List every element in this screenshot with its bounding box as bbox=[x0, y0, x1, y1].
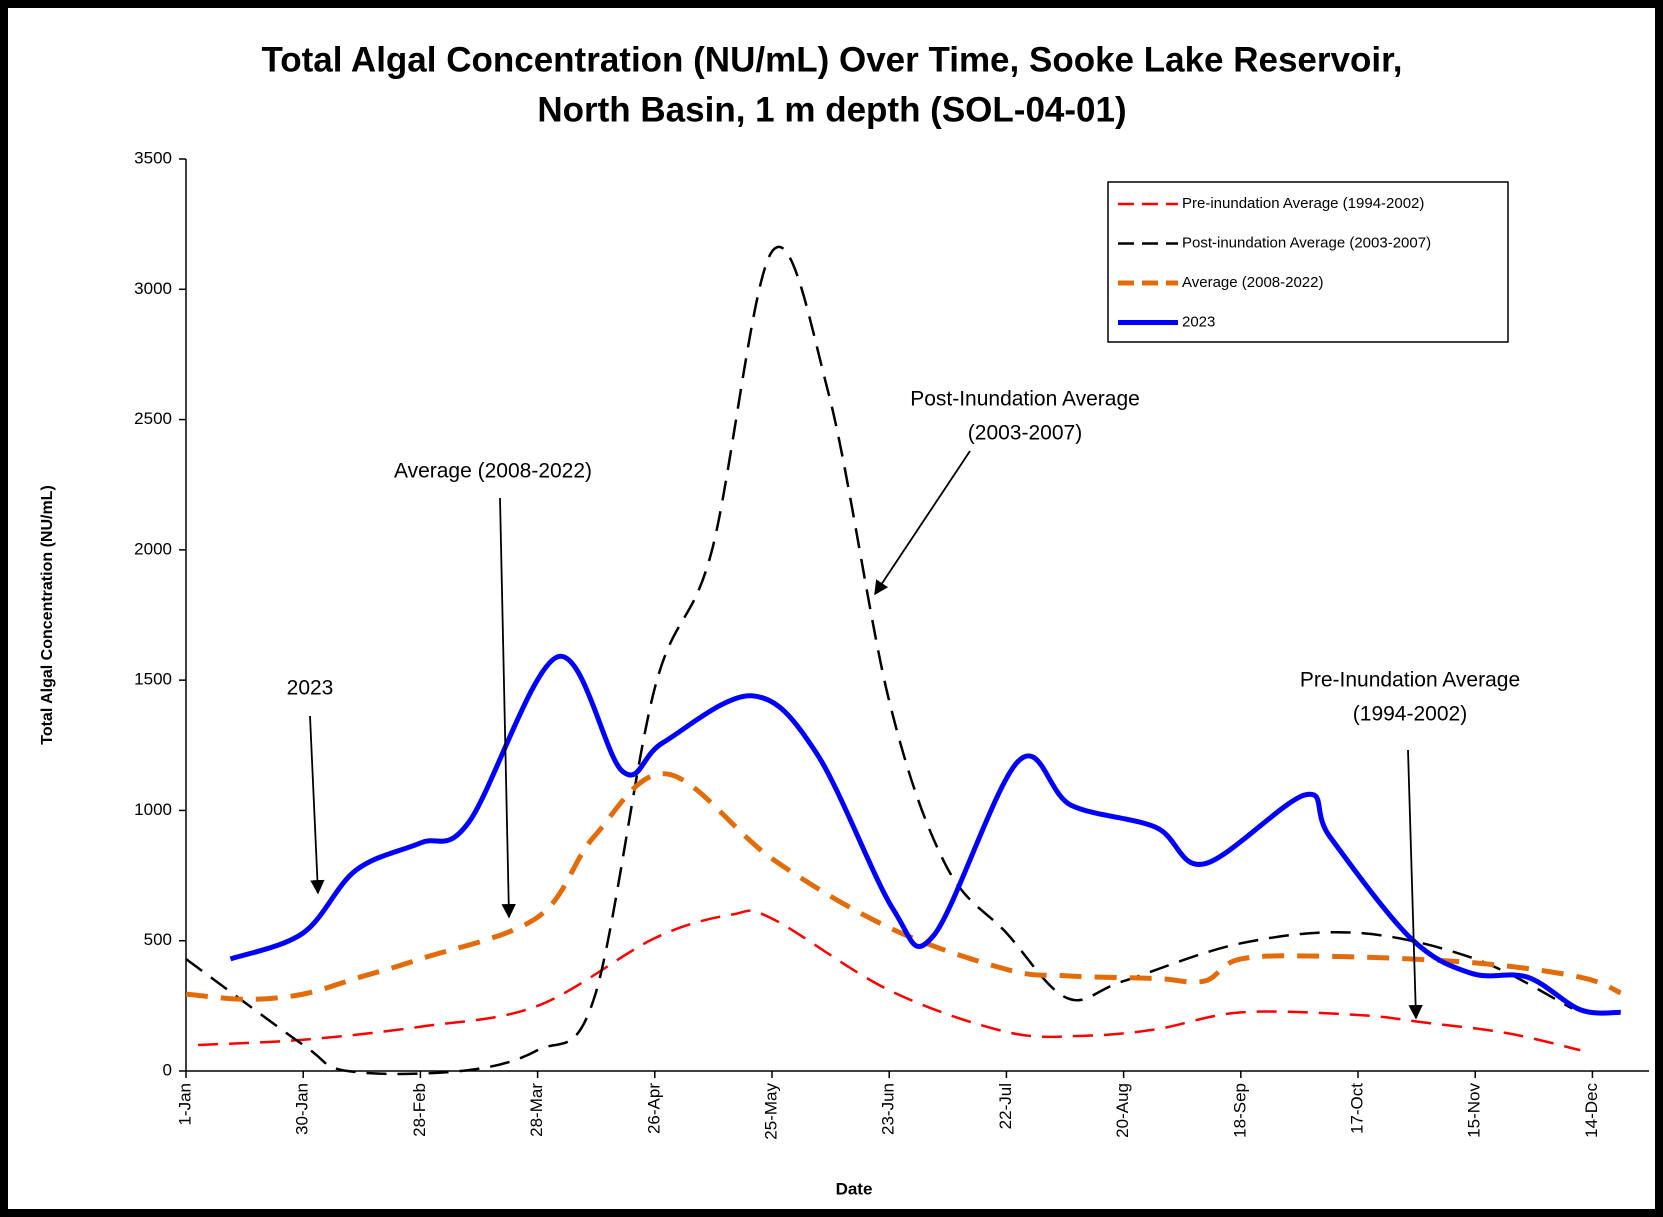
x-tick-label: 1-Jan bbox=[175, 1083, 194, 1126]
annotation-arrow bbox=[499, 497, 516, 919]
y-tick-label: 3500 bbox=[134, 148, 172, 167]
annotation-text: Pre-Inundation Average bbox=[1300, 669, 1520, 692]
x-tick-label: 25-May bbox=[761, 1083, 780, 1140]
y-tick-label: 2000 bbox=[134, 539, 172, 558]
x-tick-label: 28-Feb bbox=[410, 1083, 429, 1137]
y-tick-label: 0 bbox=[163, 1060, 172, 1079]
legend-label: Average (2008-2022) bbox=[1182, 274, 1324, 291]
series-line bbox=[185, 771, 1622, 1002]
x-tick-label: 23-Jun bbox=[879, 1083, 898, 1135]
x-tick-label: 30-Jan bbox=[293, 1083, 312, 1135]
annotation-text: (1994-2002) bbox=[1353, 703, 1467, 726]
x-tick-label: 14-Dec bbox=[1582, 1083, 1601, 1138]
x-tick-label: 17-Oct bbox=[1348, 1083, 1367, 1134]
annotation-arrow bbox=[1407, 749, 1423, 1020]
x-tick-label: 26-Apr bbox=[644, 1083, 663, 1134]
annotation-text: Average (2008-2022) bbox=[394, 460, 592, 483]
y-tick-label: 500 bbox=[144, 930, 172, 949]
y-tick-label: 2500 bbox=[134, 409, 172, 428]
chart-title: North Basin, 1 m depth (SOL-04-01) bbox=[537, 90, 1126, 129]
x-tick-label: 28-Mar bbox=[527, 1083, 546, 1137]
annotation-arrow bbox=[309, 715, 325, 895]
legend-box bbox=[1107, 181, 1509, 343]
series-line bbox=[198, 909, 1581, 1052]
x-tick-label: 15-Nov bbox=[1465, 1083, 1484, 1138]
chart-title: Total Algal Concentration (NU/mL) Over T… bbox=[261, 40, 1402, 79]
annotation-text: (2003-2007) bbox=[968, 422, 1082, 445]
y-axis-label: Total Algal Concentration (NU/mL) bbox=[39, 485, 56, 745]
series-line bbox=[185, 245, 1573, 1076]
annotation-text: 2023 bbox=[287, 677, 334, 700]
y-tick-label: 3000 bbox=[134, 279, 172, 298]
legend-label: Post-inundation Average (2003-2007) bbox=[1182, 234, 1431, 251]
y-tick-label: 1500 bbox=[134, 670, 172, 689]
x-tick-label: 20-Aug bbox=[1113, 1083, 1132, 1138]
legend-label: Pre-inundation Average (1994-2002) bbox=[1182, 195, 1424, 212]
x-axis-label: Date bbox=[836, 1179, 873, 1198]
annotation-text: Post-Inundation Average bbox=[910, 388, 1140, 411]
y-tick-label: 1000 bbox=[134, 800, 172, 819]
annotation-arrow bbox=[874, 450, 971, 596]
legend-label: 2023 bbox=[1182, 313, 1215, 330]
x-tick-label: 22-Jul bbox=[996, 1083, 1015, 1129]
x-tick-label: 18-Sep bbox=[1230, 1083, 1249, 1138]
series-line bbox=[229, 654, 1621, 1016]
